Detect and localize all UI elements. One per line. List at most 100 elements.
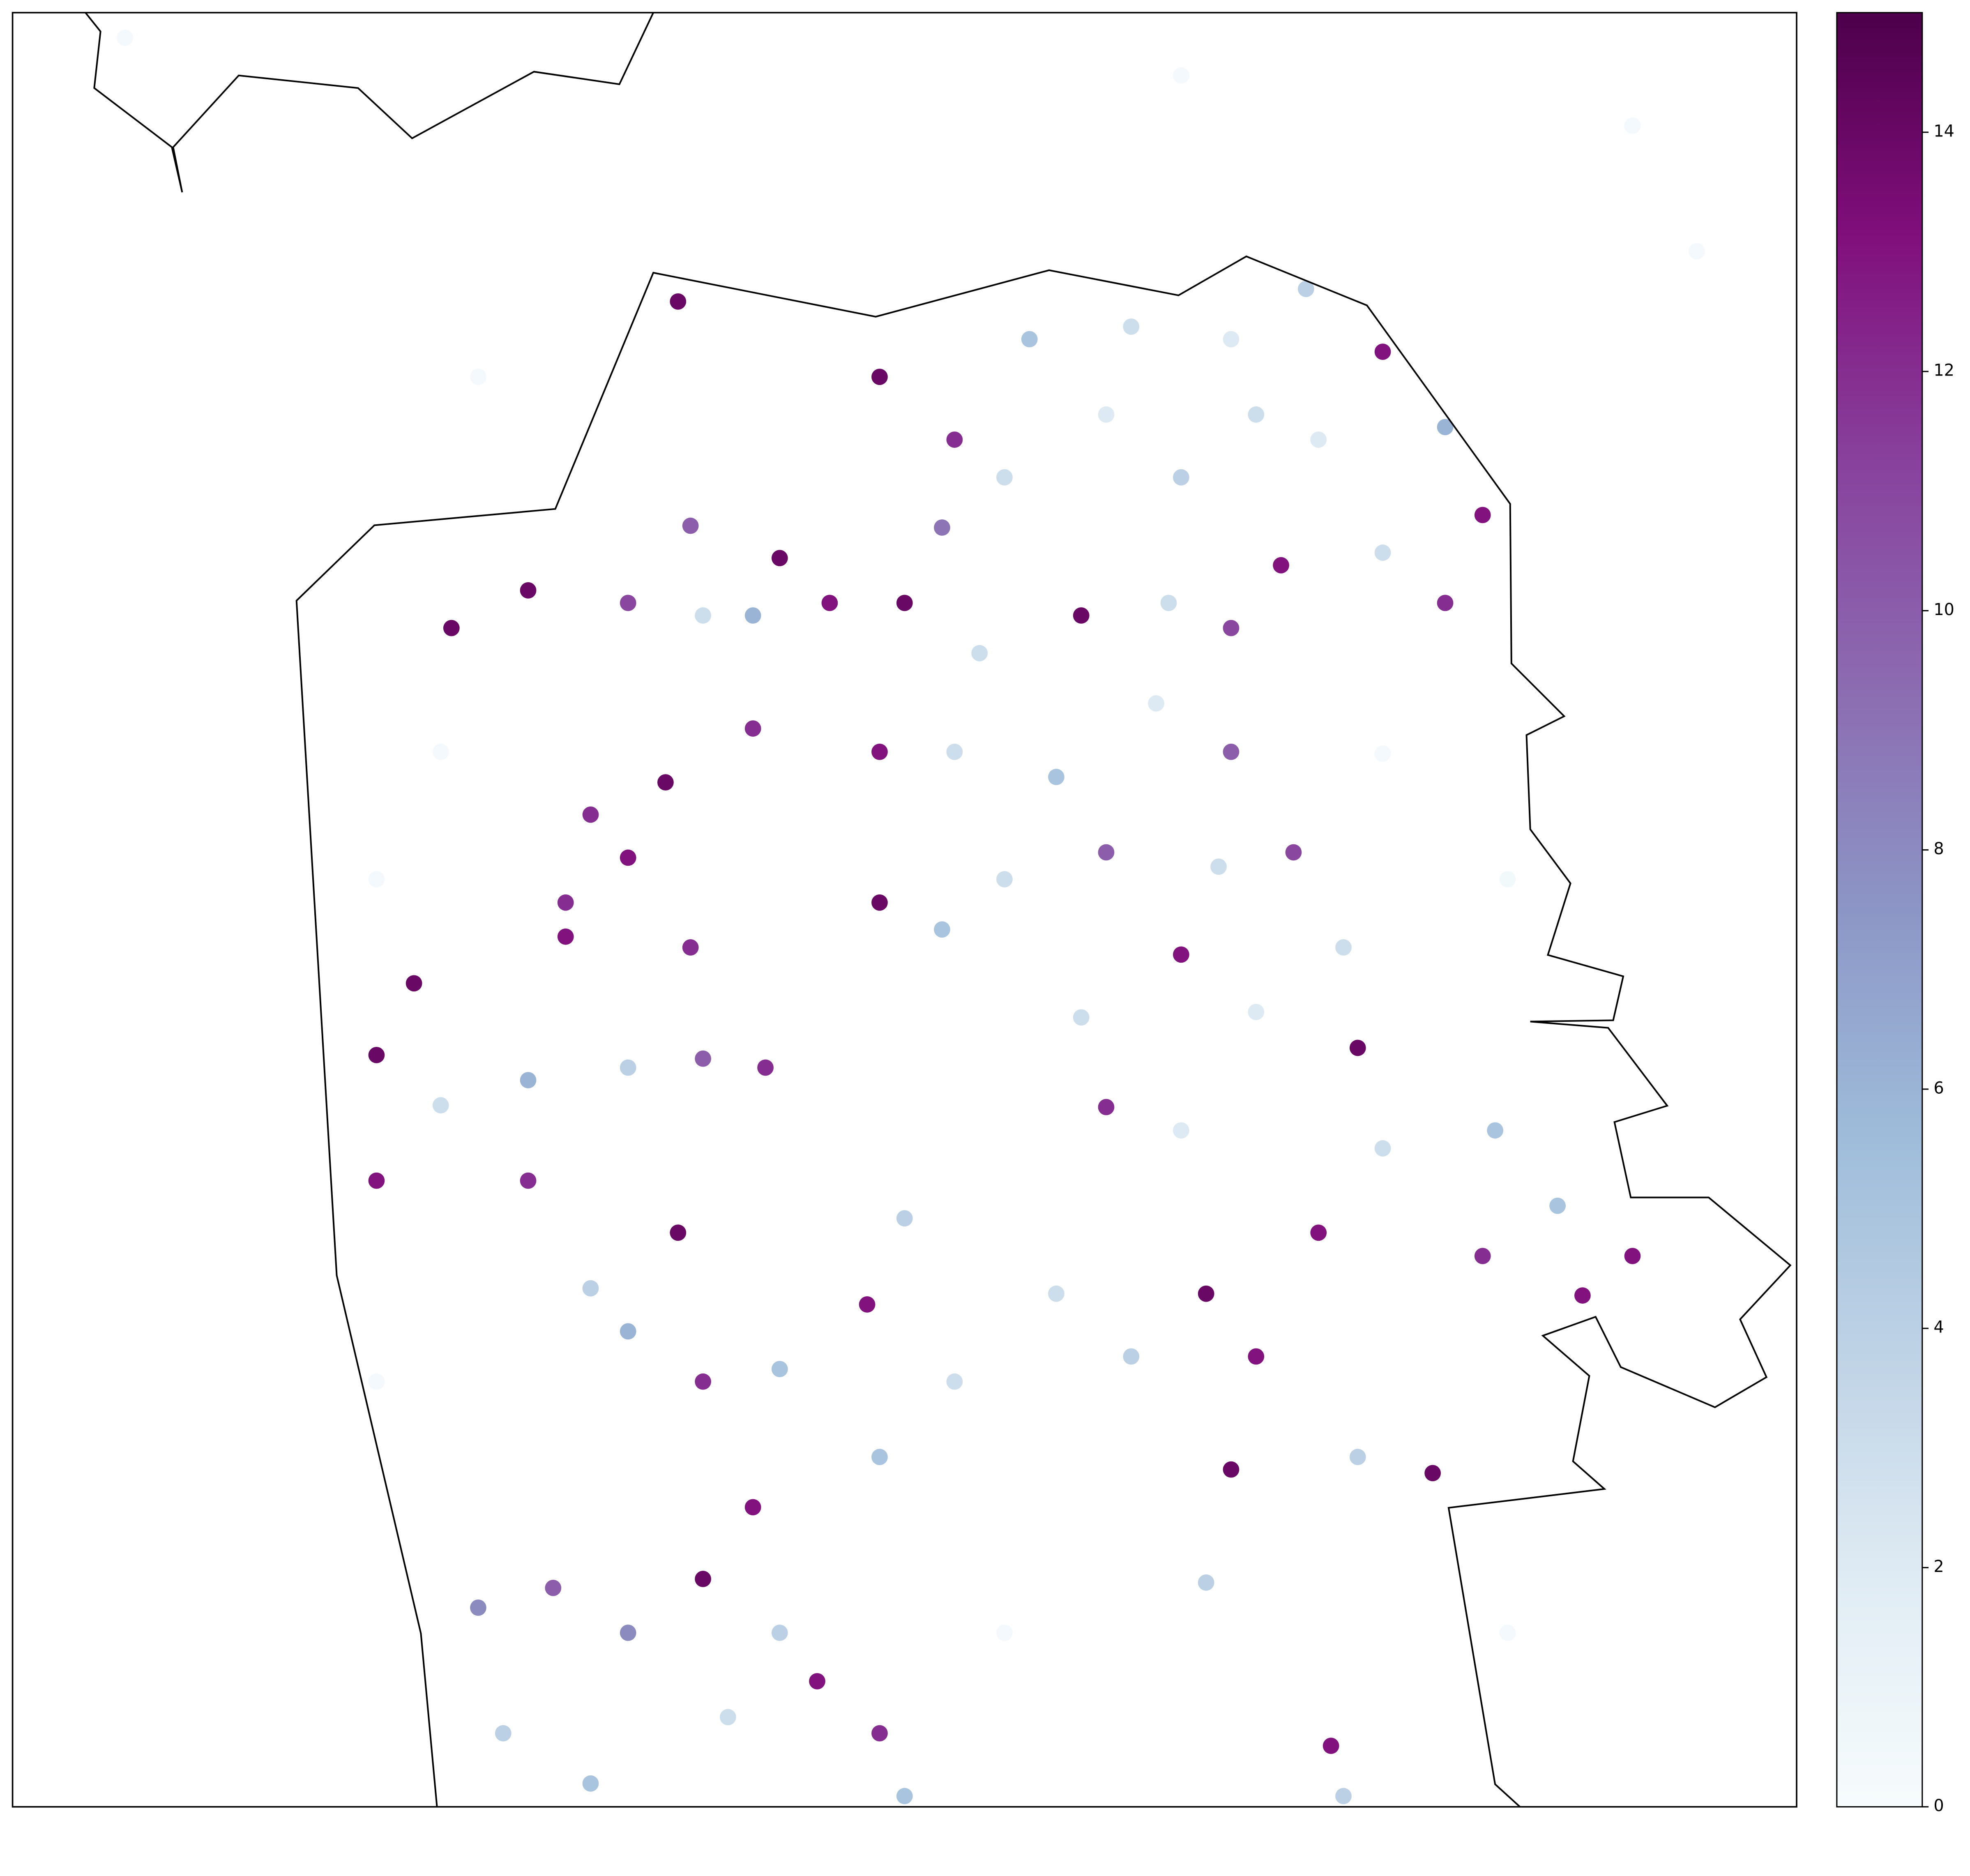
point [1374,745,1391,762]
point [368,1373,385,1390]
colorbar-tick-label: 0 [1933,1796,1944,1815]
point [695,1050,711,1067]
point [620,849,636,866]
point [1198,1285,1214,1302]
point [1335,1788,1352,1805]
point [1499,1625,1516,1641]
point [520,1172,537,1189]
point [744,607,761,624]
point [1248,1348,1265,1365]
point [896,1210,913,1227]
point [1487,1122,1504,1139]
point [871,1449,888,1465]
point [406,975,422,992]
point [946,431,963,448]
point [757,1059,774,1076]
point [1073,1009,1090,1026]
point [1048,1285,1064,1302]
point [996,469,1013,486]
point [1323,1738,1339,1754]
point [996,1625,1013,1641]
point [934,519,950,536]
point [432,1097,449,1114]
point [557,894,574,911]
colorbar-tick-label: 6 [1933,1079,1944,1097]
point [1173,946,1189,963]
point [432,744,449,760]
point [1173,1122,1189,1139]
point [1349,1449,1366,1465]
colorbar [1836,12,1923,1808]
point [520,582,537,599]
point [1549,1197,1566,1214]
point [620,1625,636,1641]
point [582,806,599,823]
point [946,744,963,760]
points-layer [117,30,1705,1805]
point [368,1172,385,1189]
map-area [12,12,1797,1807]
point [744,720,761,737]
point [771,1361,788,1377]
colorbar-ticks: 0 2 4 6 8 10 12 14 [1922,122,1954,1815]
point [1437,419,1454,436]
point [620,1323,636,1340]
point [996,871,1013,887]
point [1173,469,1189,486]
point [368,871,385,887]
point [670,293,687,310]
colorbar-tick-label: 8 [1933,839,1944,858]
point [582,1775,599,1792]
point [682,939,699,956]
point [871,744,888,760]
point [545,1579,562,1596]
point [1374,343,1391,360]
point [368,1047,385,1063]
point [1223,331,1240,348]
point [720,1709,736,1726]
point [1424,1465,1441,1482]
point [871,894,888,911]
point [896,595,913,611]
colorbar-tick-label: 4 [1933,1318,1944,1337]
point [1297,281,1314,297]
point [1198,1574,1214,1591]
point [695,607,711,624]
point [1223,620,1240,636]
point [1123,1348,1140,1365]
point [1098,1099,1115,1115]
point [1098,844,1115,861]
point [520,1072,537,1088]
coastline-north [85,12,654,193]
point [670,1224,687,1241]
point [470,1599,486,1616]
point [1098,406,1115,423]
point [1624,117,1641,134]
point [821,595,838,611]
point [1349,1039,1366,1056]
point [1248,1004,1265,1020]
point [771,1625,788,1641]
point [1624,1248,1641,1264]
point [443,620,460,636]
colorbar-tick-label: 12 [1933,361,1954,380]
point [1688,243,1705,260]
point [620,595,636,611]
point [470,369,486,385]
point [1474,1248,1491,1264]
point [695,1373,711,1390]
point [859,1296,876,1313]
point [1160,595,1177,611]
point [582,1280,599,1297]
point [1248,406,1265,423]
point [657,774,674,791]
point [1048,769,1064,785]
point [1223,1461,1240,1478]
point [1073,607,1090,624]
point [1173,67,1189,84]
point [809,1673,825,1689]
point [117,30,134,46]
point [771,550,788,567]
point [1285,844,1302,861]
point [1021,331,1038,348]
